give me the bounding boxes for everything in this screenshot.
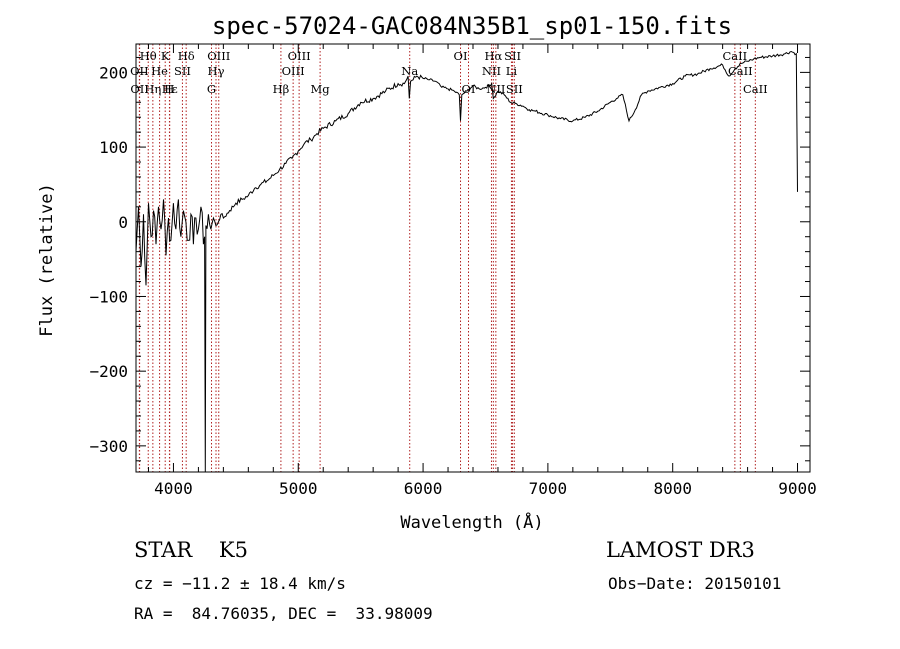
line-marker-label: He — [151, 64, 168, 78]
line-marker-label: CaII — [728, 64, 753, 78]
line-marker-label: Mg — [311, 82, 331, 96]
x-tick-label: 7000 — [529, 479, 568, 498]
line-marker-label: SII — [506, 82, 523, 96]
line-marker-label: K — [161, 49, 170, 63]
line-marker-label: SII — [174, 64, 191, 78]
line-marker-label: OIII — [288, 49, 311, 63]
y-axis: −300 −200 −100 0 100 200 — [89, 56, 810, 462]
y-tick-label: 0 — [118, 213, 128, 232]
line-marker-label: Hη — [144, 82, 161, 96]
x-axis: 4000 5000 6000 7000 8000 9000 — [147, 44, 817, 498]
line-marker-label: Li — [506, 64, 518, 78]
line-marker-label: Hδ — [178, 49, 195, 63]
spectrum-line — [135, 50, 798, 473]
observation-date: Obs−Date: 20150101 — [608, 574, 782, 593]
line-marker-label: Hγ — [208, 64, 225, 78]
survey-name: LAMOST DR3 — [606, 538, 755, 562]
x-tick-label: 8000 — [653, 479, 692, 498]
line-marker-label: G — [207, 82, 216, 96]
ra-dec-coordinates: RA = 84.76035, DEC = 33.98009 — [134, 604, 433, 623]
line-marker-label: CaII — [743, 82, 768, 96]
redshift-cz: cz = −11.2 ± 18.4 km/s — [134, 574, 346, 593]
plot-frame — [135, 43, 811, 473]
line-marker-label: OIII — [282, 64, 305, 78]
line-marker-label: NII — [482, 64, 501, 78]
line-marker-label: OII — [130, 82, 149, 96]
y-tick-label: 100 — [99, 138, 128, 157]
chart-title: spec-57024-GAC084N35B1_sp01-150.fits — [212, 12, 732, 40]
line-marker-label: Hα — [484, 49, 502, 63]
y-tick-label: −100 — [89, 287, 128, 306]
y-axis-label: Flux (relative) — [37, 183, 57, 337]
line-marker-label: SII — [504, 49, 521, 63]
x-tick-label: 4000 — [154, 479, 193, 498]
line-marker-label: Hε — [162, 82, 178, 96]
y-tick-label: 200 — [99, 63, 128, 82]
x-axis-label: Wavelength (Å) — [400, 511, 543, 533]
line-marker-label: OI — [454, 49, 468, 63]
object-class: STAR K5 — [134, 538, 248, 562]
y-tick-label: −200 — [89, 362, 128, 381]
x-tick-label: 5000 — [279, 479, 318, 498]
y-tick-label: −300 — [89, 437, 128, 456]
line-marker-label: H — [164, 82, 174, 96]
x-tick-label: 9000 — [778, 479, 817, 498]
x-tick-label: 6000 — [404, 479, 443, 498]
line-marker-label: Na — [401, 64, 418, 78]
line-marker-label: Hθ — [140, 49, 157, 63]
line-marker-label: OIII — [207, 49, 230, 63]
line-marker-label: CaII — [722, 49, 747, 63]
line-markers — [138, 44, 756, 472]
line-marker-label: OII — [130, 64, 149, 78]
line-marker-label: Hβ — [273, 82, 290, 96]
